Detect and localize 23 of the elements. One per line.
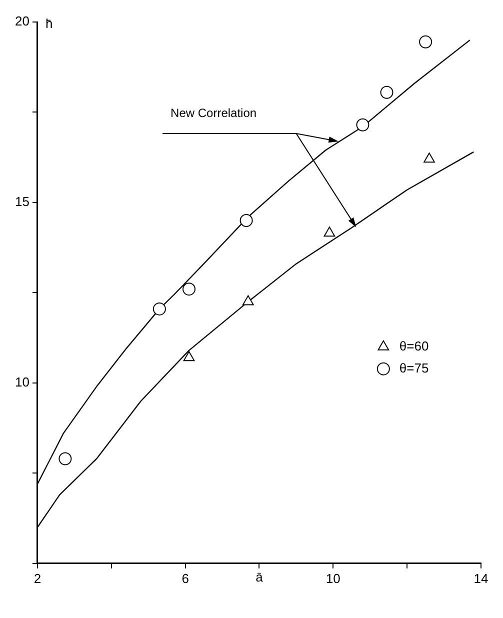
- point: [419, 35, 432, 48]
- point: [182, 282, 196, 296]
- point: [240, 214, 253, 228]
- x-tick-label: 10: [326, 570, 340, 586]
- y-tick-label: 15: [14, 194, 30, 210]
- x-axis-title: ā: [256, 569, 264, 584]
- point: [152, 302, 166, 316]
- legend-label: θ=75: [399, 360, 429, 376]
- point: [356, 118, 370, 132]
- point: [183, 351, 195, 362]
- point: [324, 226, 336, 237]
- x-tick-label: 2: [34, 570, 42, 586]
- x-tick-label: 6: [182, 570, 189, 586]
- point: [58, 452, 72, 466]
- point: [242, 295, 254, 306]
- y-tick-label: 20: [14, 14, 30, 29]
- point: [424, 152, 435, 163]
- y-axis-title: h̄: [45, 16, 53, 32]
- annotation: New Correlation: [170, 106, 257, 120]
- point: [380, 86, 394, 99]
- x-tick-label: 14: [474, 570, 488, 586]
- legend-label: θ=60: [399, 338, 429, 354]
- y-tick-label: 10: [14, 374, 30, 390]
